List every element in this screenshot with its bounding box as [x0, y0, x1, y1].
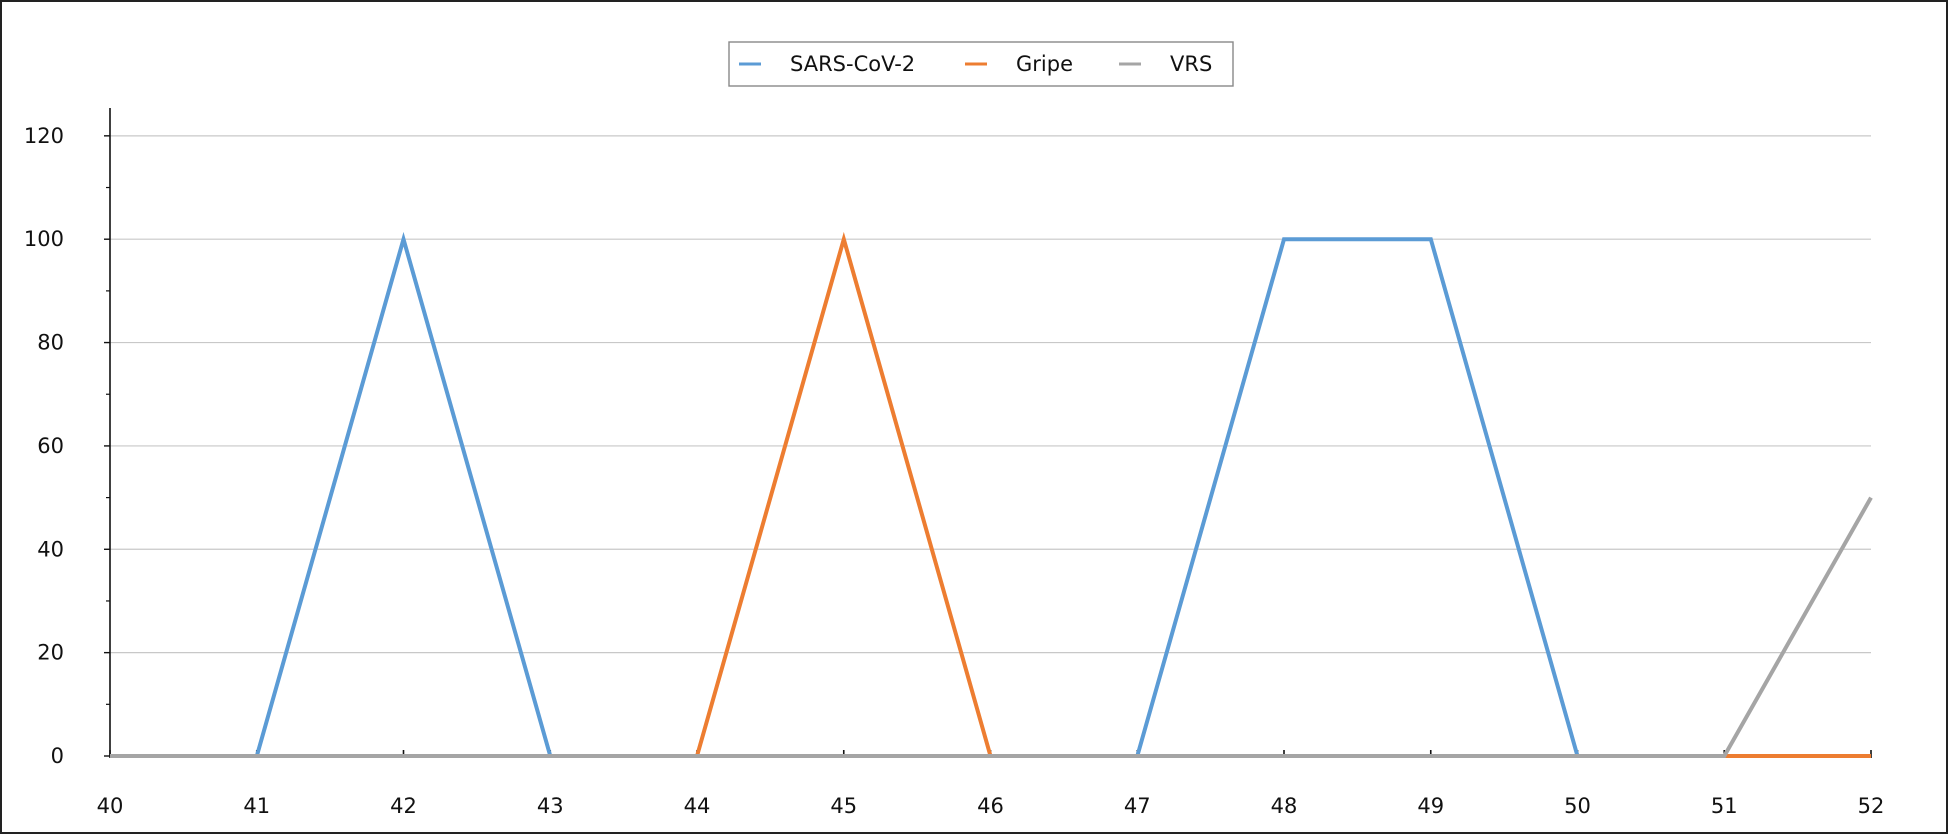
- legend-label: Gripe: [1016, 52, 1073, 76]
- x-tick-label: 42: [390, 794, 417, 818]
- axes: 0 20 40 60 80 100 120 40 41 42 43 44 45 46 47 48 49 50 51 5…: [24, 108, 1884, 818]
- series-line-gripe: [110, 231, 1871, 758]
- legend-label: SARS-CoV-2: [790, 52, 915, 76]
- x-tick-label: 40: [97, 794, 124, 818]
- x-tick-label: 51: [1711, 794, 1738, 818]
- gridlines: [110, 135, 1871, 654]
- y-tick-label: 0: [51, 744, 64, 768]
- x-tick-label: 48: [1271, 794, 1298, 818]
- x-tick-label: 43: [537, 794, 564, 818]
- x-tick-label: 45: [830, 794, 857, 818]
- legend: SARS-CoV-2 Gripe VRS: [728, 41, 1234, 87]
- x-tick-label: 50: [1564, 794, 1591, 818]
- x-tick-label: 41: [243, 794, 270, 818]
- x-tick-label: 47: [1124, 794, 1151, 818]
- series-line-vrs: [110, 496, 1873, 758]
- y-tick-label: 120: [24, 124, 64, 148]
- x-tick-label: 44: [684, 794, 711, 818]
- y-tick-label: 20: [37, 641, 64, 665]
- y-tick-label: 60: [37, 434, 64, 458]
- y-tick-label: 40: [37, 537, 64, 561]
- y-tick-label: 100: [24, 227, 64, 251]
- x-tick-label: 46: [977, 794, 1004, 818]
- legend-label: VRS: [1170, 52, 1212, 76]
- x-tick-label: 52: [1858, 794, 1885, 818]
- series-lines: [110, 231, 1873, 758]
- y-tick-label: 80: [37, 331, 64, 355]
- x-tick-label: 49: [1417, 794, 1444, 818]
- series-line-sars-cov-2: [110, 231, 1871, 758]
